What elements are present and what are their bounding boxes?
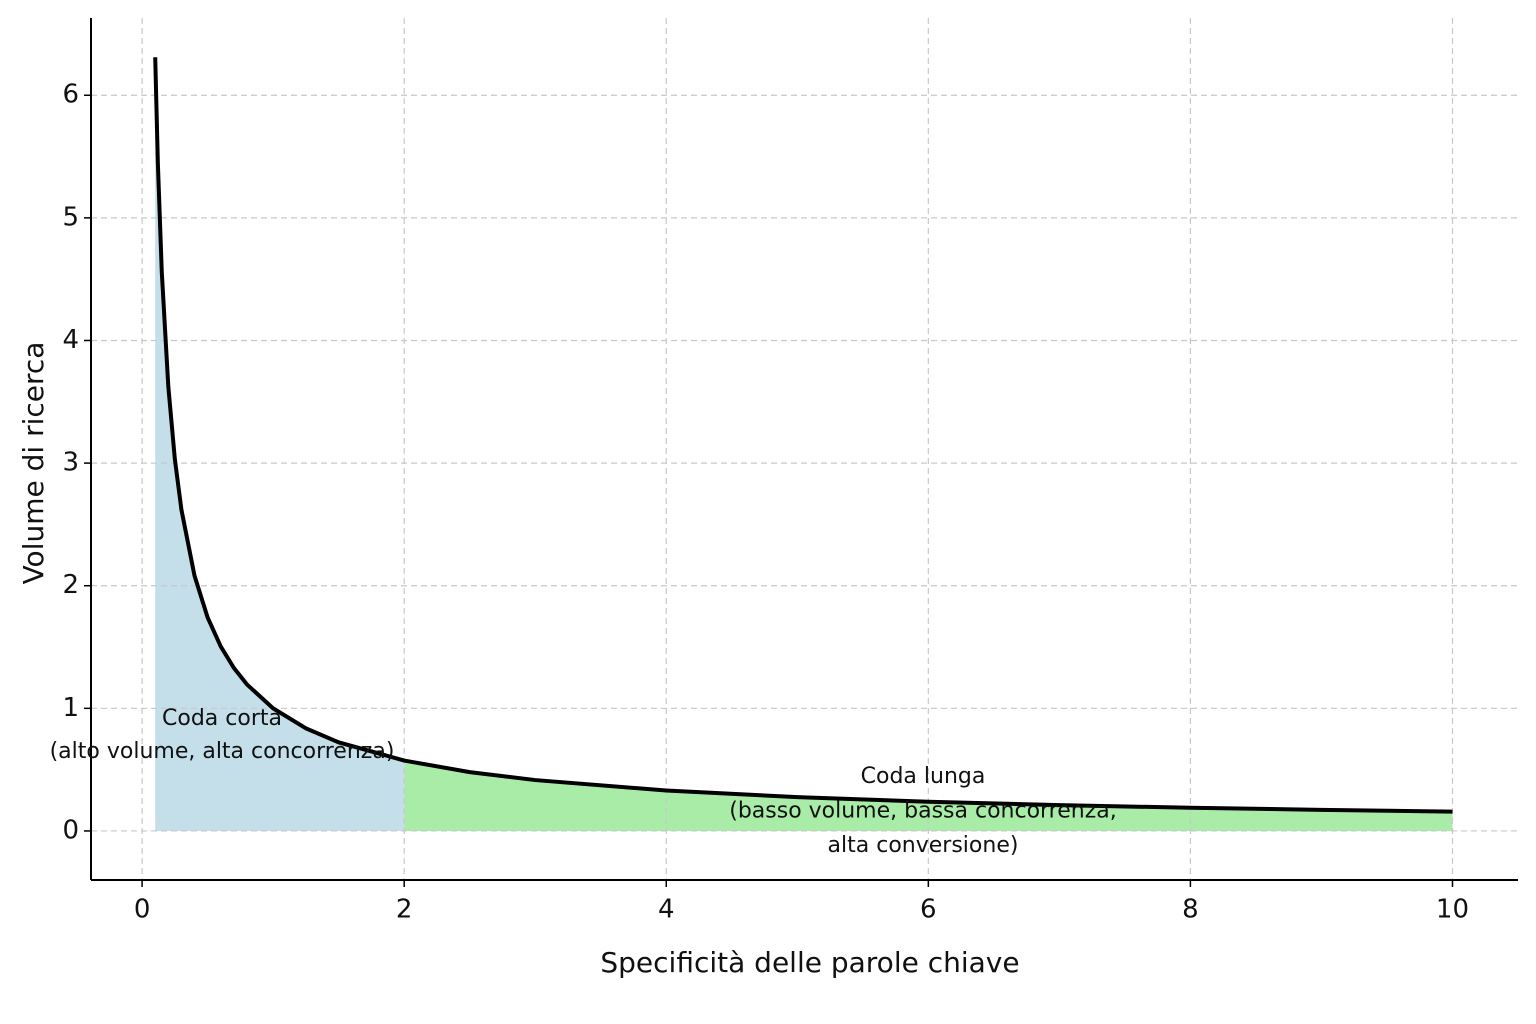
x-tick-label: 6 [920, 895, 937, 925]
y-tick-label: 5 [62, 202, 79, 232]
annotation: (alto volume, alta concorrenza) [50, 739, 395, 764]
annotation: alta conversione) [828, 833, 1019, 858]
x-tick-label: 2 [396, 895, 413, 925]
y-tick-label: 4 [62, 325, 79, 355]
annotation: (basso volume, bassa concorrenza, [729, 799, 1117, 824]
annotation: Coda lunga [861, 764, 986, 789]
x-tick-label: 8 [1182, 895, 1199, 925]
y-tick-label: 2 [62, 570, 79, 600]
y-tick-label: 1 [62, 693, 79, 723]
x-tick-label: 0 [134, 895, 151, 925]
region-area [155, 57, 405, 831]
curve [153, 57, 1453, 814]
y-tick-label: 6 [62, 80, 79, 110]
annotation: Coda corta [162, 706, 282, 731]
x-tick-label: 10 [1436, 895, 1469, 925]
x-axis-label: Specificità delle parole chiave [600, 946, 1019, 979]
x-tick-label: 4 [658, 895, 675, 925]
y-axis-label: Volume di ricerca [17, 342, 50, 585]
y-tick-label: 3 [62, 448, 79, 478]
y-tick-label: 0 [62, 815, 79, 845]
